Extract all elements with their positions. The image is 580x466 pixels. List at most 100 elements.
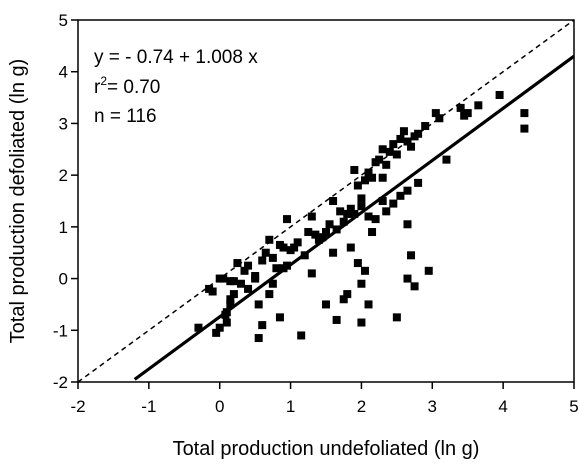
data-point bbox=[329, 248, 338, 257]
data-point bbox=[233, 259, 242, 268]
data-point bbox=[222, 308, 231, 317]
y-tick-label: 2 bbox=[59, 166, 68, 185]
data-point bbox=[350, 209, 359, 218]
data-point bbox=[368, 173, 377, 182]
data-point bbox=[311, 230, 320, 239]
data-point bbox=[329, 197, 338, 205]
data-point bbox=[300, 251, 309, 260]
data-point bbox=[360, 176, 369, 185]
data-point bbox=[346, 243, 355, 252]
data-point bbox=[325, 220, 334, 229]
data-point bbox=[279, 264, 288, 273]
data-point bbox=[353, 259, 362, 268]
r-squared-sup: 2 bbox=[100, 74, 107, 88]
data-point bbox=[236, 279, 245, 288]
data-point bbox=[268, 253, 277, 262]
data-point bbox=[307, 212, 316, 221]
data-point bbox=[219, 274, 228, 283]
data-point bbox=[258, 256, 267, 265]
data-point bbox=[385, 147, 394, 156]
data-point bbox=[435, 114, 444, 123]
x-axis-title: Total production undefoliated (ln g) bbox=[173, 438, 480, 460]
axis-ticks bbox=[71, 19, 575, 389]
x-tick-label: 1 bbox=[286, 397, 295, 416]
data-point bbox=[297, 331, 306, 340]
data-point bbox=[495, 90, 504, 99]
data-point bbox=[268, 279, 277, 288]
data-points bbox=[194, 90, 529, 343]
data-point bbox=[226, 295, 235, 304]
x-tick-label: 5 bbox=[569, 397, 578, 416]
x-tick-label: -2 bbox=[70, 397, 85, 416]
data-point bbox=[254, 334, 263, 343]
data-point bbox=[431, 109, 440, 118]
data-point bbox=[293, 238, 302, 247]
data-point bbox=[343, 209, 352, 218]
y-tick-label: 4 bbox=[59, 63, 68, 82]
regression-lines bbox=[77, 19, 575, 383]
x-tick-label: 0 bbox=[215, 397, 224, 416]
data-point bbox=[272, 264, 281, 273]
data-point bbox=[456, 103, 465, 112]
data-point bbox=[286, 246, 295, 255]
data-point bbox=[357, 202, 366, 211]
data-point bbox=[240, 266, 249, 275]
n-label: n = 116 bbox=[94, 106, 157, 127]
y-tick-label: 3 bbox=[59, 114, 68, 133]
data-point bbox=[371, 215, 380, 224]
data-point bbox=[375, 155, 384, 164]
y-tick-label: -2 bbox=[53, 373, 68, 392]
data-point bbox=[265, 235, 274, 244]
r-squared-value: = 0.70 bbox=[107, 77, 160, 98]
data-point bbox=[382, 160, 391, 169]
x-tick-label: 3 bbox=[428, 397, 437, 416]
data-point bbox=[332, 315, 341, 324]
data-point bbox=[258, 321, 267, 330]
y-tick-label: 0 bbox=[59, 270, 68, 289]
data-point bbox=[336, 207, 345, 216]
tick-labels: -2 -1 0 1 2 3 4 5 -2 -1 0 1 2 3 4 5 bbox=[53, 11, 579, 416]
data-point bbox=[265, 290, 274, 299]
data-point bbox=[307, 269, 316, 278]
data-point bbox=[520, 124, 529, 133]
data-point bbox=[304, 228, 313, 237]
data-point bbox=[360, 266, 369, 275]
data-point bbox=[244, 261, 253, 270]
data-point bbox=[212, 328, 221, 337]
data-point bbox=[283, 215, 292, 224]
y-tick-label: -1 bbox=[53, 321, 68, 340]
data-point bbox=[314, 235, 323, 244]
data-point bbox=[350, 165, 359, 174]
data-point bbox=[424, 266, 433, 275]
y-tick-label: 5 bbox=[59, 11, 68, 30]
data-point bbox=[399, 127, 408, 136]
x-tick-label: 2 bbox=[357, 397, 366, 416]
data-point bbox=[322, 228, 330, 237]
data-point bbox=[357, 279, 366, 288]
x-tick-label: -1 bbox=[141, 397, 156, 416]
data-point bbox=[251, 274, 260, 283]
data-point bbox=[229, 277, 238, 286]
data-point bbox=[382, 207, 391, 216]
data-point bbox=[226, 300, 235, 309]
r-squared-label: r2= 0.70 bbox=[94, 74, 160, 98]
data-point bbox=[222, 318, 231, 327]
plot-frame bbox=[77, 19, 575, 383]
data-point bbox=[346, 204, 355, 213]
data-point bbox=[407, 251, 416, 260]
data-point bbox=[396, 191, 405, 200]
data-point bbox=[392, 313, 401, 322]
data-point bbox=[364, 168, 373, 177]
data-point bbox=[474, 101, 483, 110]
data-point bbox=[396, 134, 405, 143]
data-point bbox=[229, 290, 238, 299]
data-point bbox=[410, 282, 419, 291]
data-point bbox=[378, 145, 387, 154]
data-point bbox=[378, 197, 387, 205]
data-point bbox=[353, 181, 362, 190]
data-point bbox=[339, 217, 348, 226]
data-point bbox=[332, 225, 341, 234]
data-point bbox=[357, 318, 366, 327]
data-point bbox=[389, 140, 398, 149]
identity-line bbox=[77, 19, 575, 383]
